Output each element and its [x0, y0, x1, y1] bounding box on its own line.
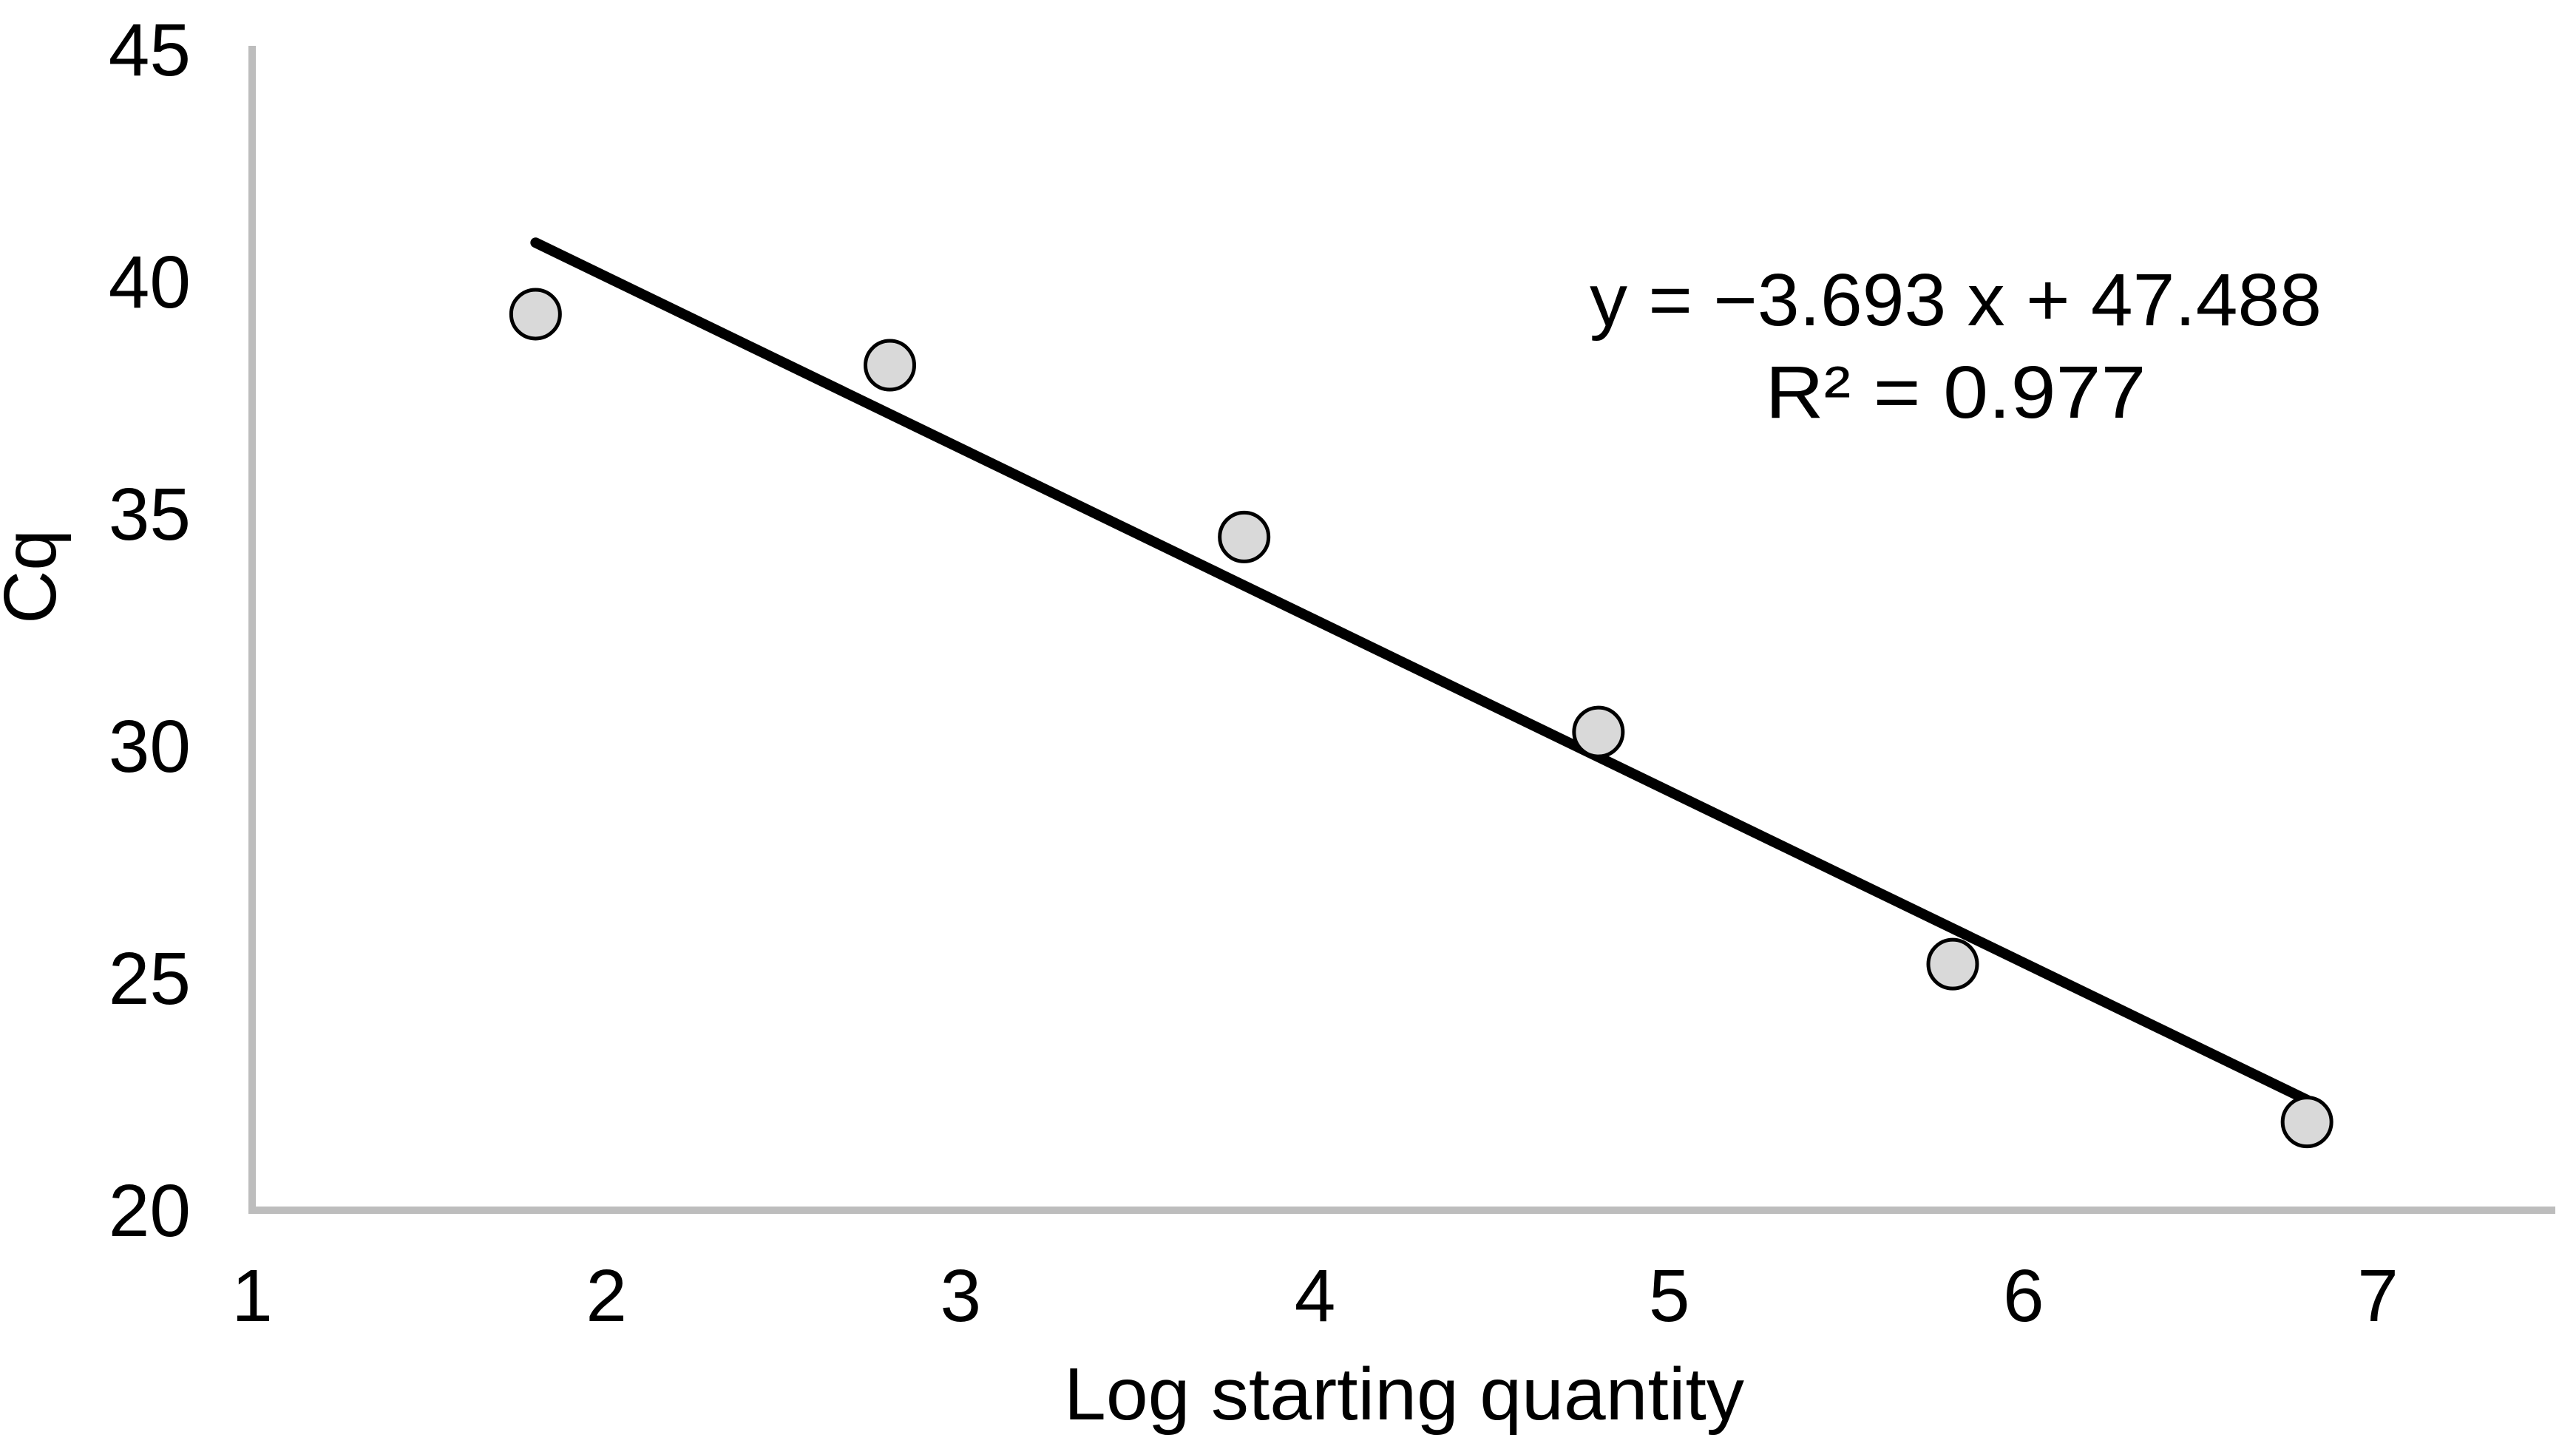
trendline-equation-label: y = −3.693 x + 47.488	[1590, 259, 2322, 342]
x-tick-label: 4	[1295, 1255, 1336, 1337]
y-axis-title: Cq	[0, 529, 72, 624]
y-tick-label: 40	[109, 241, 191, 324]
r-squared-label: R² = 0.977	[1766, 351, 2146, 434]
x-tick-label: 7	[2357, 1255, 2399, 1337]
data-point-marker	[509, 288, 562, 341]
trendline	[530, 237, 2313, 1105]
y-tick-label: 45	[109, 9, 191, 92]
y-tick-label: 30	[109, 705, 191, 788]
trendline-group	[530, 237, 2313, 1105]
x-axis-title: Log starting quantity	[1064, 1353, 1744, 1436]
y-tick-label: 35	[109, 473, 191, 556]
data-point-marker	[1926, 937, 1979, 991]
data-point-marker	[1218, 510, 1271, 563]
x-tick-labels: 1 2 3 4 5 6 7	[231, 1255, 2399, 1337]
axes	[248, 46, 2555, 1214]
x-tick-label: 1	[231, 1255, 273, 1337]
y-tick-label: 25	[109, 937, 191, 1020]
data-point-marker	[864, 339, 917, 392]
x-tick-label: 2	[586, 1255, 627, 1337]
y-tick-labels: 20 25 30 35 40 45	[109, 9, 191, 1252]
x-tick-label: 6	[2003, 1255, 2044, 1337]
x-tick-label: 3	[940, 1255, 982, 1337]
y-tick-label: 20	[109, 1170, 191, 1252]
data-point-marker	[2280, 1096, 2333, 1149]
data-points-group	[509, 288, 2333, 1149]
x-tick-label: 5	[1649, 1255, 1690, 1337]
data-point-marker	[1572, 705, 1625, 759]
